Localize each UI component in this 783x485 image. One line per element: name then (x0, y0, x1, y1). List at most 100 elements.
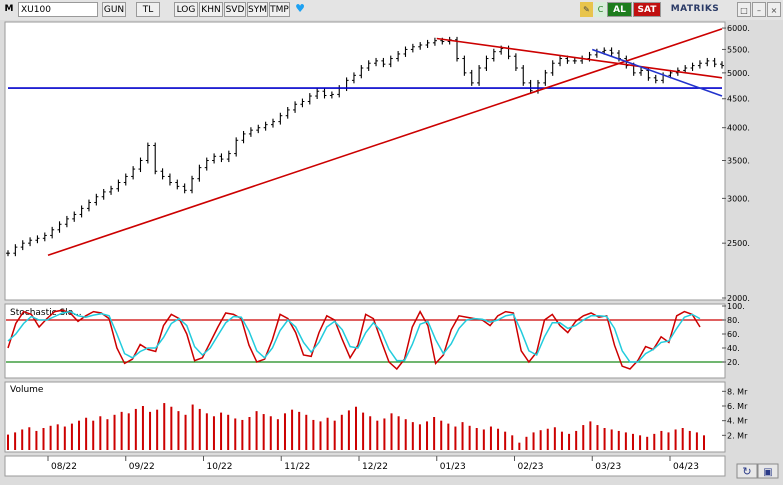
date-axis (4, 455, 726, 477)
currency-button[interactable]: TL (136, 2, 160, 17)
brand-logo: MATRIKS (670, 4, 720, 14)
stochastic-axis-label: 100. (727, 302, 745, 311)
zoom-button[interactable] (757, 463, 779, 479)
zoom-icon: ▣ (763, 467, 772, 478)
volume-bar (28, 427, 31, 450)
volume-axis-label: 2. Mr (727, 431, 748, 440)
volume-bar (127, 413, 130, 450)
volume-bar (518, 442, 521, 450)
volume-bar (560, 431, 563, 450)
volume-bar (688, 430, 691, 450)
volume-axis-label: 8. Mr (727, 387, 748, 396)
menu-button[interactable]: M (4, 4, 14, 14)
period-button[interactable]: GUN (102, 2, 126, 17)
volume-bar (220, 412, 223, 450)
volume-bar (376, 420, 379, 450)
refresh-icon[interactable]: C (594, 2, 607, 17)
price-axis-label: 2500. (727, 239, 750, 248)
downtrend-line (591, 48, 723, 97)
volume-bar (156, 409, 159, 450)
volume-bar (184, 414, 187, 450)
volume-bar (631, 433, 634, 450)
volume-bar (511, 435, 514, 450)
volume-bar (355, 406, 357, 450)
stochastic-axis: 20. 40. 60. 80. 100. (722, 302, 745, 367)
volume-bar (397, 416, 400, 450)
price-axis-label: 5500. (727, 45, 750, 54)
volume-bar (660, 430, 663, 450)
volume-bar (163, 403, 166, 450)
volume-bar (198, 408, 201, 450)
volume-bar (170, 406, 173, 450)
volume-bar (227, 414, 230, 450)
volume-bar (404, 419, 407, 450)
volume-bar (35, 430, 38, 450)
volume-bar (312, 419, 315, 450)
volume-bar (489, 426, 492, 450)
chart-area[interactable]: Stochastic Slo... Volume 2000. 2500. 3000.… (0, 20, 783, 485)
log-button[interactable]: LOG (174, 2, 198, 17)
minimize-icon[interactable]: – (752, 2, 766, 17)
volume-bar (475, 428, 478, 450)
volume-bar (646, 436, 649, 450)
scroll-icon: ↻ (742, 465, 751, 478)
trendlines (8, 28, 723, 257)
volume-bar (575, 430, 578, 450)
volume-bar (283, 413, 286, 450)
volume-bar (418, 424, 421, 450)
volume-bar (433, 417, 436, 450)
scroll-left-button[interactable] (736, 463, 758, 479)
volume-bar (42, 428, 45, 450)
twitter-icon[interactable]: ♥ (295, 2, 305, 15)
volume-bar (703, 435, 705, 450)
stochastic-title: Stochastic Slo... (10, 308, 82, 318)
volume-bar (624, 432, 627, 450)
uptrend-line (47, 28, 723, 257)
volume-title: Volume (10, 385, 44, 395)
volume-bar (113, 414, 116, 450)
volume-bar (120, 411, 123, 450)
stochastic-line-2 (7, 310, 701, 363)
volume-panel (4, 381, 726, 453)
volume-bar (454, 426, 457, 450)
stochastic-axis-label: 60. (727, 330, 740, 339)
svd-button[interactable]: SVD (224, 2, 246, 17)
volume-bar (49, 425, 52, 450)
stochastic-axis-label: 20. (727, 358, 740, 367)
volume-bar (241, 419, 244, 450)
price-axis-label: 2000. (727, 294, 750, 303)
volume-bar (106, 419, 109, 450)
tmp-button[interactable]: TMP (269, 2, 290, 17)
stochastic-axis-label: 40. (727, 344, 740, 353)
price-axis-label: 5000. (727, 69, 750, 78)
price-axis-label: 4000. (727, 124, 750, 133)
buy-button[interactable]: AL (607, 2, 632, 17)
volume-bar (546, 428, 549, 450)
khn-button[interactable]: KHN (199, 2, 223, 17)
date-label: 09/22 (129, 462, 155, 472)
window-icon[interactable]: □ (737, 2, 751, 17)
price-axis-label: 6000. (727, 24, 750, 33)
date-label: 01/23 (440, 462, 466, 472)
volume-bar (248, 417, 251, 450)
volume-bar (134, 408, 137, 450)
close-icon[interactable]: × (767, 2, 781, 17)
volume-bar (212, 416, 215, 450)
volume-bars (7, 403, 705, 450)
volume-bar (70, 423, 73, 450)
sell-button[interactable]: SAT (633, 2, 661, 17)
date-label: 03/23 (595, 462, 621, 472)
date-ticks: 08/22 09/22 10/22 11/22 12/22 01/23 02/23 03/23… (47, 456, 699, 472)
volume-bar (319, 421, 322, 450)
volume-axis-label: 6. Mr (727, 402, 748, 411)
volume-bar (276, 419, 279, 450)
stochastic-axis-label: 80. (727, 316, 740, 325)
downtrend-line (436, 37, 723, 79)
volume-axis: 2. Mr 4. Mr 6. Mr 8. Mr (722, 387, 748, 440)
toolbar: M XU100 GUN TL LOG KHN SVD SYM TMP ♥ ✎ C… (0, 0, 783, 21)
date-label: 02/23 (518, 462, 544, 472)
sym-button[interactable]: SYM (247, 2, 268, 17)
volume-bar (426, 421, 429, 450)
symbol-field[interactable]: XU100 (18, 2, 98, 17)
edit-icon[interactable]: ✎ (580, 2, 593, 17)
